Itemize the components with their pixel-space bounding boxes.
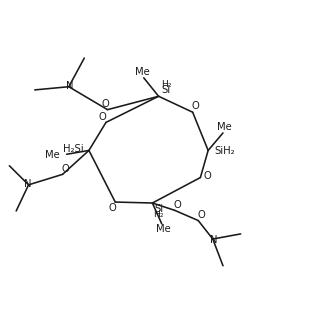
Text: O: O: [108, 204, 116, 213]
Text: N: N: [66, 81, 73, 91]
Text: Si: Si: [154, 204, 163, 214]
Text: O: O: [173, 200, 181, 210]
Text: Me: Me: [135, 67, 150, 77]
Text: H₂: H₂: [161, 80, 172, 89]
Text: O: O: [203, 171, 211, 181]
Text: N: N: [210, 235, 217, 245]
Text: Me: Me: [45, 150, 60, 160]
Text: O: O: [61, 164, 69, 174]
Text: H₂: H₂: [153, 210, 164, 219]
Text: Si: Si: [162, 85, 171, 95]
Text: O: O: [191, 101, 199, 111]
Text: Me: Me: [217, 122, 232, 132]
Text: Me: Me: [156, 223, 171, 234]
Text: O: O: [99, 112, 107, 122]
Text: H₂Si: H₂Si: [63, 144, 83, 154]
Text: O: O: [101, 99, 109, 109]
Text: O: O: [197, 211, 205, 220]
Text: N: N: [24, 179, 32, 189]
Text: SiH₂: SiH₂: [214, 146, 234, 156]
